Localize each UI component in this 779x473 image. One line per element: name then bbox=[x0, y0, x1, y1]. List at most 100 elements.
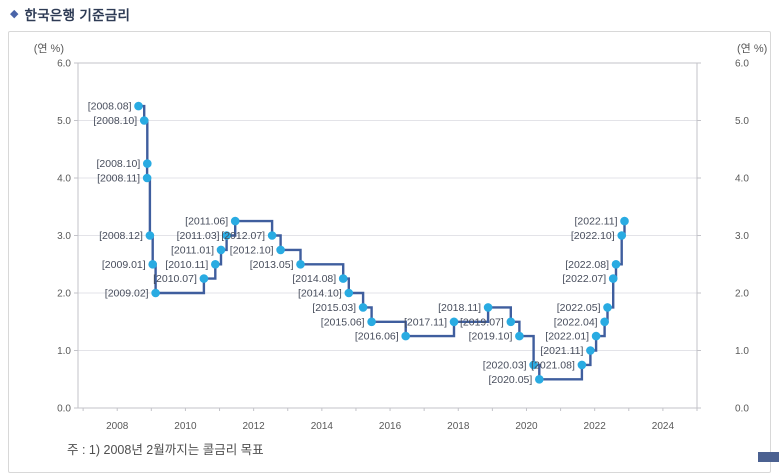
data-point-label: [2011.06] bbox=[185, 216, 228, 228]
data-point-marker bbox=[143, 159, 152, 168]
data-point-marker bbox=[483, 303, 493, 312]
x-tick-label: 2012 bbox=[243, 421, 266, 432]
y-axis-unit-left: (연 %) bbox=[33, 43, 64, 55]
data-point-marker bbox=[600, 317, 609, 327]
data-point-marker bbox=[145, 231, 155, 240]
data-point-label: [2021.11] bbox=[540, 345, 583, 357]
data-point-marker bbox=[216, 245, 226, 255]
data-point-label: [2022.05] bbox=[557, 302, 601, 314]
y-tick-label-right: 6.0 bbox=[735, 59, 749, 70]
y-tick-label-right: 1.0 bbox=[735, 346, 749, 357]
data-point-marker bbox=[296, 260, 305, 269]
data-point-label: [2019.10] bbox=[469, 331, 513, 343]
data-point-label: [2008.08] bbox=[88, 101, 132, 113]
y-tick-label-right: 0.0 bbox=[735, 404, 749, 415]
data-point-label: [2008.10] bbox=[93, 115, 137, 127]
y-tick-label-left: 1.0 bbox=[57, 346, 71, 357]
data-point-marker bbox=[449, 317, 459, 327]
data-point-marker bbox=[506, 317, 516, 327]
data-point-marker bbox=[535, 375, 544, 384]
chart-footnote: 주 : 1) 2008년 2월까지는 콜금리 목표 bbox=[67, 443, 264, 457]
data-point-label: [2022.08] bbox=[565, 259, 609, 271]
data-point-marker bbox=[515, 331, 524, 341]
x-tick-label: 2008 bbox=[106, 421, 129, 432]
data-point-marker bbox=[617, 231, 626, 240]
data-point-label: [2008.12] bbox=[99, 230, 143, 242]
data-point-marker bbox=[211, 260, 220, 269]
data-point-label: [2016.06] bbox=[355, 331, 399, 343]
scrollbar-thumb[interactable] bbox=[758, 452, 779, 462]
data-point-marker bbox=[139, 116, 149, 125]
data-point-marker bbox=[199, 274, 209, 283]
data-point-label: [2019.07] bbox=[460, 316, 504, 328]
data-point-marker bbox=[401, 331, 411, 341]
data-point-label: [2009.01] bbox=[102, 259, 146, 271]
data-point-marker bbox=[358, 303, 368, 312]
data-point-marker bbox=[338, 274, 348, 283]
data-point-label: [2017.11] bbox=[404, 316, 447, 328]
data-point-marker bbox=[591, 331, 601, 341]
data-point-label: [2020.05] bbox=[489, 374, 533, 386]
data-point-label: [2022.07] bbox=[562, 273, 606, 285]
data-point-marker bbox=[344, 288, 354, 298]
data-point-label: [2022.11] bbox=[574, 216, 617, 228]
data-point-label: [2014.08] bbox=[292, 273, 336, 285]
y-tick-label-left: 0.0 bbox=[57, 404, 71, 415]
y-axis-unit-right: (연 %) bbox=[737, 43, 768, 55]
x-tick-label: 2014 bbox=[311, 421, 334, 432]
y-tick-label-right: 5.0 bbox=[735, 116, 749, 127]
data-point-label: [2010.11] bbox=[165, 259, 208, 271]
data-point-label: [2011.03] bbox=[177, 230, 220, 242]
data-point-marker bbox=[620, 216, 629, 226]
data-point-label: [2018.11] bbox=[438, 302, 481, 314]
x-tick-label: 2024 bbox=[652, 421, 675, 432]
y-tick-label-left: 5.0 bbox=[57, 116, 71, 127]
data-point-label: [2015.03] bbox=[312, 302, 356, 314]
data-point-marker bbox=[151, 288, 160, 298]
data-point-marker bbox=[367, 317, 376, 327]
data-point-label: [2022.01] bbox=[545, 331, 589, 343]
page-title-label: 한국은행 기준금리 bbox=[24, 8, 131, 23]
data-point-label: [2021.08] bbox=[531, 359, 575, 371]
data-point-label: [2022.04] bbox=[554, 316, 598, 328]
data-point-label: [2022.10] bbox=[571, 230, 615, 242]
data-point-label: [2009.02] bbox=[105, 288, 149, 300]
data-point-marker bbox=[586, 346, 595, 355]
data-point-marker bbox=[577, 360, 587, 370]
data-point-label: [2014.10] bbox=[298, 288, 342, 300]
page-title: ◆ 한국은행 기준금리 bbox=[10, 4, 130, 24]
data-point-marker bbox=[603, 303, 612, 312]
y-tick-label-left: 4.0 bbox=[57, 174, 71, 185]
x-tick-label: 2020 bbox=[515, 421, 538, 432]
data-point-marker bbox=[611, 260, 621, 269]
data-point-marker bbox=[134, 101, 143, 111]
y-tick-label-left: 2.0 bbox=[57, 289, 71, 300]
data-point-marker bbox=[608, 274, 618, 283]
data-point-label: [2008.10] bbox=[97, 158, 141, 170]
data-point-label: [2012.07] bbox=[221, 230, 265, 242]
x-tick-label: 2022 bbox=[584, 421, 607, 432]
data-point-label: [2015.06] bbox=[321, 316, 365, 328]
data-point-label: [2008.11] bbox=[97, 173, 140, 185]
y-tick-label-left: 6.0 bbox=[57, 59, 71, 70]
data-point-label: [2013.05] bbox=[250, 259, 294, 271]
x-tick-label: 2018 bbox=[447, 421, 470, 432]
data-point-label: [2012.10] bbox=[230, 244, 274, 256]
data-point-marker bbox=[222, 231, 231, 240]
x-tick-label: 2016 bbox=[379, 421, 402, 432]
data-point-marker bbox=[529, 360, 538, 370]
y-tick-label-left: 3.0 bbox=[57, 231, 71, 242]
data-point-marker bbox=[230, 216, 240, 226]
base-rate-step-chart: 6.0 6.0 5.0 5.0 4.0 4.0 3.0 3.0 2.0 2.0 1.0 1.0 0.0 0… bbox=[57, 59, 749, 433]
data-point-marker bbox=[148, 260, 157, 269]
data-point-marker bbox=[276, 245, 285, 255]
data-point-marker bbox=[267, 231, 277, 240]
data-point-label: [2010.07] bbox=[153, 273, 197, 285]
diamond-icon: ◆ bbox=[10, 8, 19, 20]
data-point-marker bbox=[142, 173, 152, 183]
y-tick-label-right: 3.0 bbox=[735, 231, 749, 242]
x-tick-label: 2010 bbox=[174, 421, 197, 432]
y-tick-label-right: 4.0 bbox=[735, 174, 749, 185]
data-point-label: [2011.01] bbox=[171, 244, 214, 256]
data-point-label: [2020.03] bbox=[483, 359, 527, 371]
